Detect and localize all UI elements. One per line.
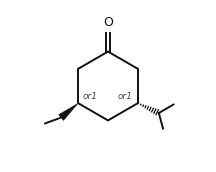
Text: or1: or1 [83,92,98,101]
Text: or1: or1 [118,92,133,101]
Text: O: O [103,16,113,29]
Polygon shape [59,103,78,120]
